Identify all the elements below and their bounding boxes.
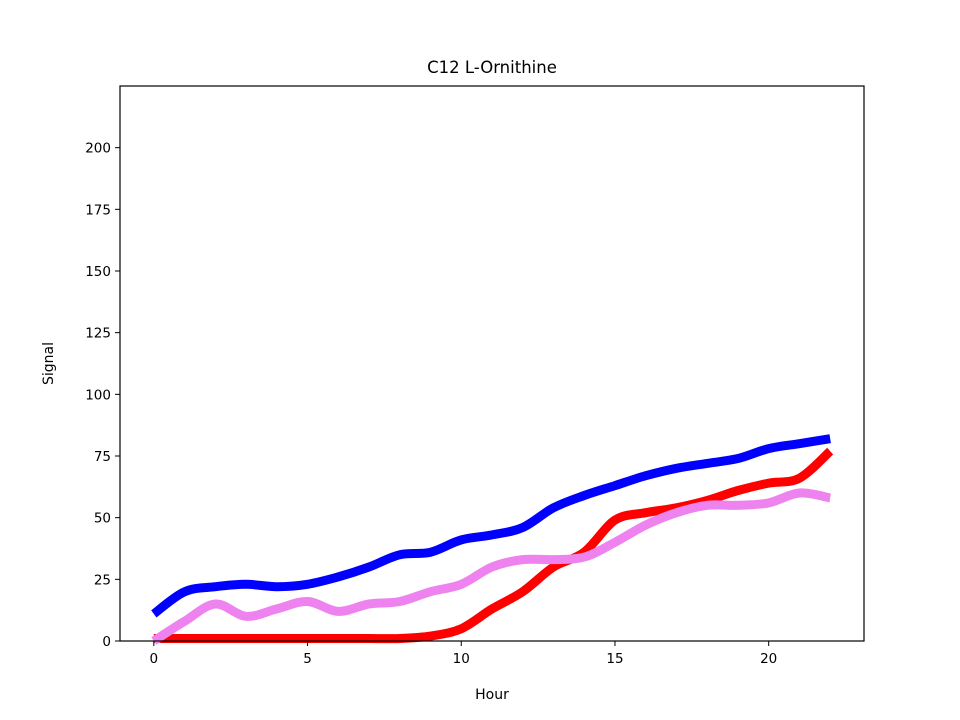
x-tick-label: 5 — [303, 651, 312, 667]
series-line-3 — [151, 488, 832, 645]
series-line-2 — [151, 434, 831, 618]
plot-frame — [119, 85, 865, 642]
y-tick-label: 150 — [85, 264, 111, 280]
y-tick-label: 75 — [94, 449, 111, 465]
x-tick-label: 20 — [760, 651, 777, 667]
x-tick-label: 10 — [453, 651, 470, 667]
y-axis-label: Signal — [41, 342, 57, 385]
x-axis: 0 5 10 15 20 — [150, 641, 777, 667]
x-tick-label: 0 — [150, 651, 159, 667]
series-layer — [151, 434, 834, 645]
series-line-1 — [153, 447, 834, 644]
y-tick-label: 125 — [85, 326, 111, 342]
y-tick-label: 25 — [94, 572, 111, 588]
y-axis: 0 25 50 75 100 125 150 175 200 — [85, 141, 120, 650]
y-tick-label: 100 — [85, 387, 111, 403]
x-tick-label: 15 — [606, 651, 623, 667]
y-tick-label: 200 — [85, 141, 111, 157]
y-tick-label: 50 — [94, 511, 111, 527]
x-axis-label: Hour — [475, 687, 509, 703]
y-tick-label: 175 — [85, 202, 111, 218]
chart-title: C12 L-Ornithine — [427, 58, 557, 77]
y-tick-label: 0 — [102, 634, 111, 650]
